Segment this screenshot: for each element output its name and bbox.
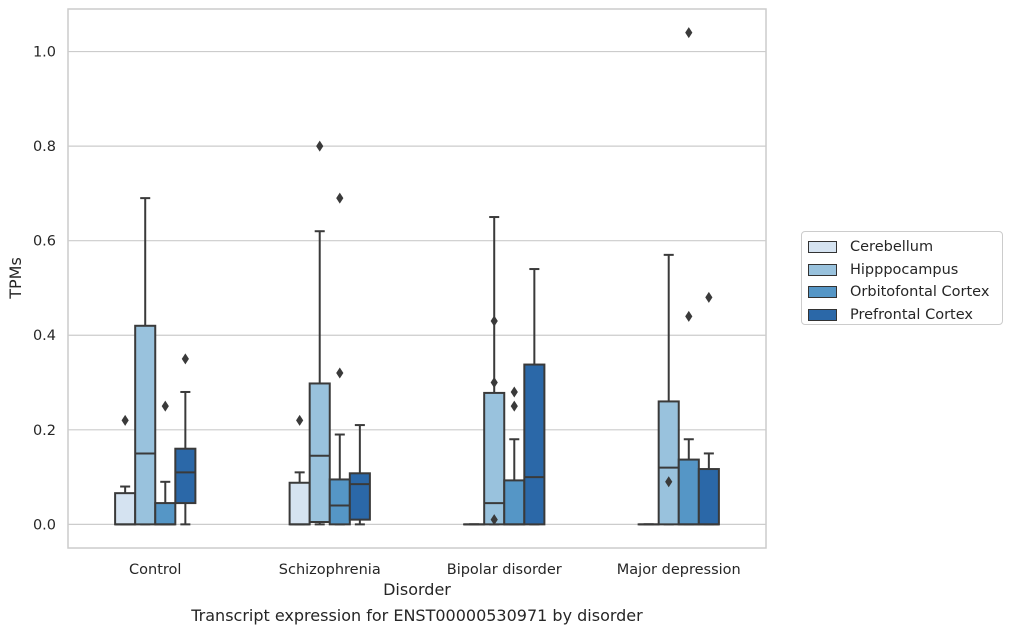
box-0-0 [114,414,137,526]
box-iqr [134,324,157,526]
box-3-3 [697,291,720,526]
box-iqr [154,502,177,526]
figure-caption: Transcript expression for ENST0000053097… [191,606,643,625]
x-tick-labels: Control Schizophrenia Bipolar disorder Majo… [129,562,741,578]
box-1-1 [308,140,331,526]
legend-swatch [808,308,837,321]
y-tick-label: 0.0 [33,517,56,533]
y-tick-label: 0.2 [33,423,56,439]
box-iqr [114,492,137,526]
box-2-2 [503,386,526,526]
outlier-marker [296,414,304,426]
y-axis-label: TPMs [6,257,25,300]
y-tick-labels: 0.0 0.2 0.4 0.6 0.8 1.0 [33,45,56,534]
box-1-0 [134,197,157,526]
y-tick-label: 0.4 [33,328,56,344]
x-tick-label: Control [129,562,181,578]
box-iqr [503,479,526,526]
box-2-1 [328,192,351,526]
outlier-marker [510,386,518,398]
outlier-marker [490,315,498,327]
box-iqr [174,447,197,505]
plot-boxes [114,27,720,526]
box-iqr [328,478,351,526]
box-1-2 [483,216,506,526]
outlier-marker [161,400,169,412]
y-tick-label: 0.6 [33,234,56,250]
legend-item: Cerebellum [808,236,1002,259]
box-2-0 [154,400,177,526]
legend-item: Hipppocampus [808,259,1002,282]
box-3-1 [348,424,371,526]
box-iqr [697,468,720,526]
box-3-2 [523,268,546,526]
outlier-marker [665,476,673,488]
legend-swatch [808,263,837,276]
legend-label: Cerebellum [850,239,934,256]
outlier-marker [316,140,324,152]
x-tick-label: Major depression [617,562,741,578]
outlier-marker [490,514,498,526]
plot-frame [67,8,767,549]
outlier-marker [490,377,498,389]
y-tick-label: 0.8 [33,139,56,155]
legend-swatch [808,241,837,254]
box-1-3 [657,253,680,526]
box-iqr [308,382,331,523]
outlier-marker [336,192,344,204]
legend-label: Prefrontal Cortex [850,306,973,323]
box-iqr [523,363,546,526]
box-0-1 [288,414,311,526]
box-3-0 [174,353,197,526]
legend-label: Hipppocampus [850,261,959,278]
x-tick-label: Bipolar disorder [447,562,562,578]
box-2-3 [677,27,700,526]
outlier-marker [705,291,713,303]
y-tick-label: 1.0 [33,45,56,61]
legend-item: Prefrontal Cortex [808,304,1002,327]
box-iqr [677,458,700,526]
legend-item: Orbitofontal Cortex [808,281,1002,304]
box-iqr [348,472,371,521]
chart-legend: Cerebellum Hipppocampus Orbitofontal Corte… [801,231,1003,325]
outlier-marker [181,353,189,365]
outlier-marker [685,27,693,39]
legend-label: Orbitofontal Cortex [850,284,990,301]
box-iqr [288,481,311,526]
box-iqr [657,400,680,526]
legend-swatch [808,286,837,299]
x-axis-label: Disorder [383,580,451,599]
x-tick-label: Schizophrenia [279,562,381,578]
outlier-marker [121,414,129,426]
outlier-marker [685,310,693,322]
box-iqr [483,391,506,526]
outlier-marker [510,400,518,412]
outlier-marker [336,367,344,379]
